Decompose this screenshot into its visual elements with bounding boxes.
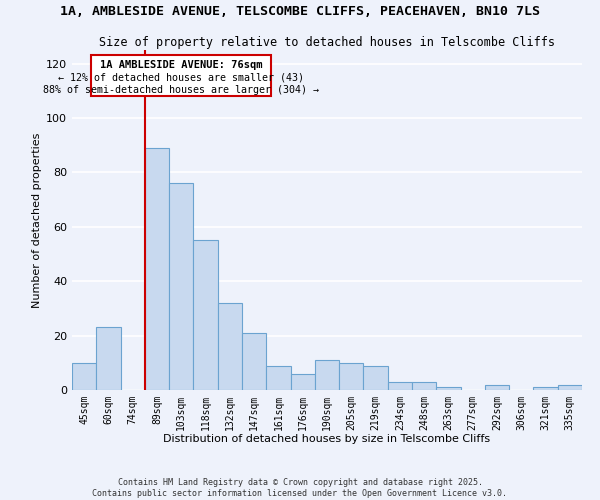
Bar: [266, 366, 290, 390]
Bar: [290, 374, 315, 390]
Bar: [145, 148, 169, 390]
Bar: [169, 184, 193, 390]
Text: 1A AMBLESIDE AVENUE: 76sqm: 1A AMBLESIDE AVENUE: 76sqm: [100, 60, 263, 70]
Text: 1A, AMBLESIDE AVENUE, TELSCOMBE CLIFFS, PEACEHAVEN, BN10 7LS: 1A, AMBLESIDE AVENUE, TELSCOMBE CLIFFS, …: [60, 5, 540, 18]
Text: ← 12% of detached houses are smaller (43): ← 12% of detached houses are smaller (43…: [58, 72, 304, 83]
Bar: [364, 366, 388, 390]
Bar: [193, 240, 218, 390]
FancyBboxPatch shape: [91, 56, 271, 96]
X-axis label: Distribution of detached houses by size in Telscombe Cliffs: Distribution of detached houses by size …: [163, 434, 491, 444]
Title: Size of property relative to detached houses in Telscombe Cliffs: Size of property relative to detached ho…: [99, 36, 555, 49]
Bar: [72, 363, 96, 390]
Bar: [436, 388, 461, 390]
Bar: [388, 382, 412, 390]
Bar: [218, 303, 242, 390]
Bar: [339, 363, 364, 390]
Text: 88% of semi-detached houses are larger (304) →: 88% of semi-detached houses are larger (…: [43, 86, 319, 96]
Bar: [242, 333, 266, 390]
Bar: [485, 384, 509, 390]
Bar: [412, 382, 436, 390]
Bar: [315, 360, 339, 390]
Bar: [558, 384, 582, 390]
Bar: [533, 388, 558, 390]
Bar: [96, 328, 121, 390]
Text: Contains HM Land Registry data © Crown copyright and database right 2025.
Contai: Contains HM Land Registry data © Crown c…: [92, 478, 508, 498]
Y-axis label: Number of detached properties: Number of detached properties: [32, 132, 42, 308]
